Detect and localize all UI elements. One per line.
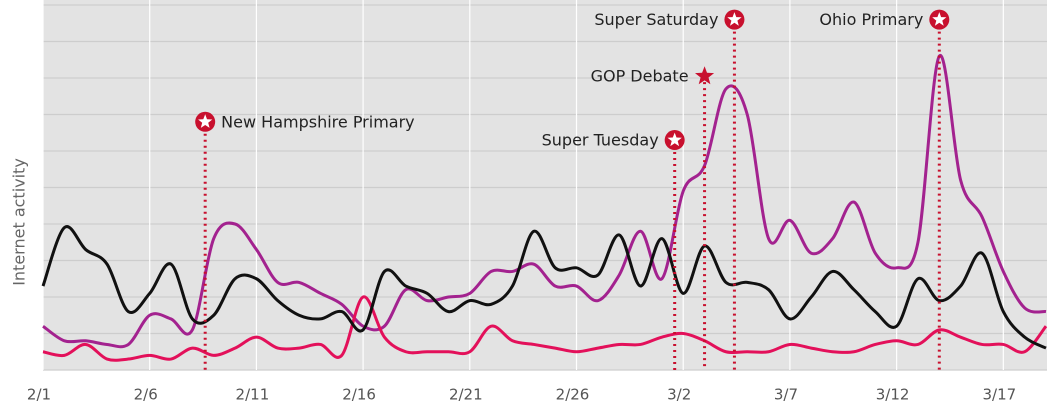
y-axis-label: Internet activity <box>10 158 29 286</box>
x-tick-label: 2/11 <box>236 386 270 404</box>
x-tick-label: 3/7 <box>774 386 798 404</box>
event-marker <box>695 66 715 85</box>
event-label: Ohio Primary <box>819 10 923 29</box>
event-marker-star <box>932 12 947 26</box>
event-label: Super Tuesday <box>542 131 659 150</box>
event-label: GOP Debate <box>591 67 689 86</box>
x-tick-label: 2/1 <box>27 386 51 404</box>
x-tick-label: 3/17 <box>982 386 1016 404</box>
series-line <box>41 225 1047 350</box>
x-tick-label: 2/26 <box>556 386 590 404</box>
plot-background <box>43 0 1047 370</box>
x-tick-label: 3/2 <box>667 386 691 404</box>
event-marker-star <box>667 132 682 147</box>
event-marker-star <box>198 114 213 128</box>
event-label: Super Saturday <box>594 10 718 29</box>
x-tick-label: 3/12 <box>876 386 910 404</box>
x-tick-label: 2/16 <box>342 386 376 404</box>
x-tick-label: 2/21 <box>449 386 483 404</box>
series-line <box>42 295 1048 362</box>
x-tick-label: 2/6 <box>134 386 158 404</box>
event-label: New Hampshire Primary <box>221 112 414 131</box>
series-line <box>42 54 1047 349</box>
event-marker-star <box>727 12 742 26</box>
